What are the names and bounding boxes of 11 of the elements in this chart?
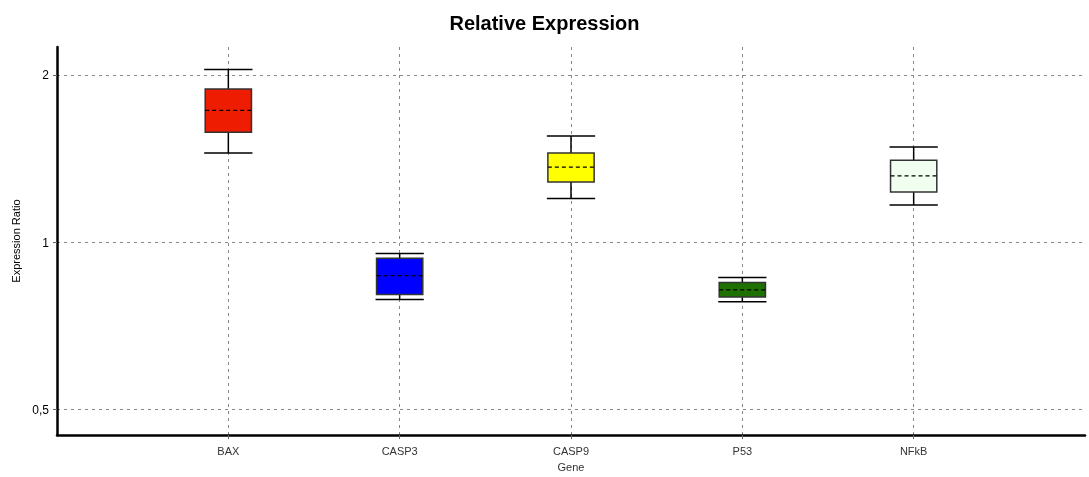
- x-tick-label: P53: [732, 444, 753, 457]
- x-tick-label: CASP9: [552, 444, 590, 457]
- y-tick-label: 2: [42, 68, 50, 83]
- y-axis-title: Expression Ratio: [9, 199, 22, 283]
- x-tick-label: NFkB: [899, 444, 928, 457]
- chart-title: Relative Expression: [449, 12, 640, 34]
- x-tick-label: BAX: [217, 444, 240, 457]
- y-tick-label: 1: [42, 235, 50, 250]
- x-axis-title: Gene: [557, 460, 585, 473]
- y-tick-label: 0,5: [32, 402, 50, 417]
- x-tick-label: CASP3: [381, 444, 418, 457]
